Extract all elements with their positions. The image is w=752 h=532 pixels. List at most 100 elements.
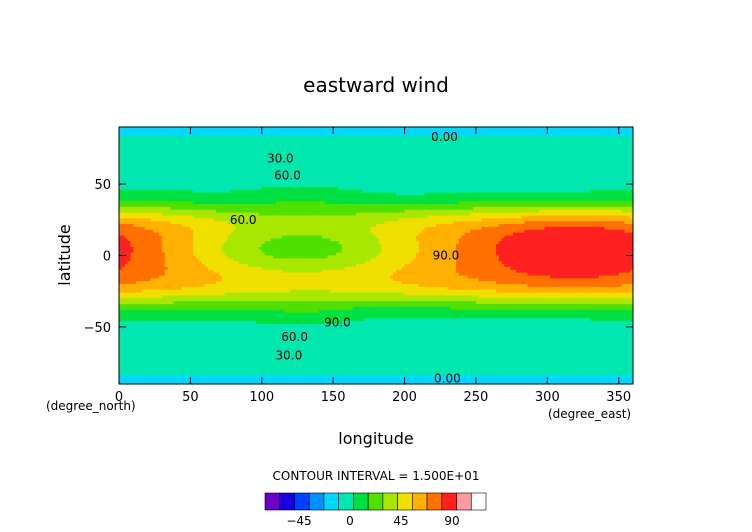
heatmap-cell	[415, 152, 420, 157]
heatmap-cell	[513, 152, 517, 157]
heatmap-cell	[153, 164, 157, 168]
heatmap-cell	[124, 141, 129, 145]
heatmap-cell	[581, 144, 586, 148]
heatmap-cell	[450, 138, 454, 142]
heatmap-cell	[404, 164, 409, 168]
heatmap-cell	[253, 155, 257, 160]
heatmap-cell	[141, 129, 146, 134]
heatmap-cell	[201, 155, 206, 160]
heatmap-cell	[227, 127, 231, 131]
heatmap-cell	[184, 164, 189, 168]
heatmap-cell	[216, 152, 220, 157]
heatmap-cell	[350, 132, 354, 137]
heatmap-cell	[244, 141, 249, 145]
heatmap-cell	[510, 129, 514, 134]
heatmap-cell	[327, 152, 331, 157]
heatmap-cell	[230, 161, 234, 165]
heatmap-cell	[218, 141, 223, 145]
heatmap-cell	[593, 152, 597, 157]
heatmap-cell	[353, 141, 357, 145]
heatmap-cell	[478, 149, 483, 154]
heatmap-cell	[413, 164, 417, 168]
heatmap-cell	[607, 127, 611, 131]
heatmap-cell	[538, 155, 543, 160]
heatmap-cell	[461, 155, 466, 160]
heatmap-cell	[573, 166, 577, 171]
heatmap-cell	[553, 149, 557, 154]
heatmap-cell	[461, 135, 466, 140]
heatmap-cell	[124, 144, 129, 148]
heatmap-cell	[370, 127, 374, 131]
heatmap-cell	[333, 141, 337, 145]
heatmap-cell	[301, 152, 306, 157]
heatmap-cell	[390, 127, 394, 131]
heatmap-cell	[621, 135, 626, 140]
heatmap-cell	[550, 138, 554, 142]
heatmap-cell	[298, 161, 303, 165]
heatmap-cell	[504, 138, 508, 142]
heatmap-cell	[290, 152, 294, 157]
heatmap-cell	[615, 146, 620, 151]
heatmap-cell	[296, 141, 300, 145]
heatmap-cell	[498, 144, 503, 148]
heatmap-cell	[130, 141, 134, 145]
heatmap-cell	[515, 169, 520, 174]
heatmap-cell	[301, 146, 306, 151]
heatmap-cell	[564, 149, 568, 154]
heatmap-cell	[230, 144, 234, 148]
heatmap-cell	[553, 144, 557, 148]
heatmap-cell	[324, 149, 329, 154]
heatmap-cell	[553, 132, 557, 137]
heatmap-cell	[621, 141, 626, 145]
heatmap-cell	[381, 129, 386, 134]
heatmap-cell	[136, 132, 140, 137]
heatmap-cell	[455, 152, 460, 157]
heatmap-cell	[310, 144, 314, 148]
heatmap-cell	[250, 166, 254, 171]
heatmap-cell	[595, 146, 600, 151]
heatmap-cell	[287, 127, 291, 131]
heatmap-cell	[618, 138, 623, 142]
heatmap-cell	[521, 166, 526, 171]
heatmap-cell	[298, 158, 303, 162]
heatmap-cell	[453, 138, 457, 142]
heatmap-cell	[304, 149, 309, 154]
heatmap-cell	[518, 164, 523, 168]
heatmap-cell	[204, 141, 209, 145]
heatmap-cell	[313, 129, 317, 134]
heatmap-cell	[298, 149, 303, 154]
heatmap-cell	[181, 141, 186, 145]
heatmap-cell	[233, 144, 237, 148]
heatmap-cell	[170, 135, 174, 140]
heatmap-cell	[390, 132, 394, 137]
heatmap-cell	[398, 138, 403, 142]
heatmap-cell	[527, 135, 531, 140]
heatmap-cell	[330, 144, 334, 148]
heatmap-cell	[467, 138, 471, 142]
heatmap-cell	[318, 144, 323, 148]
heatmap-cell	[521, 144, 526, 148]
heatmap-cell	[158, 166, 163, 171]
heatmap-cell	[570, 141, 574, 145]
heatmap-cell	[393, 127, 397, 131]
heatmap-cell	[410, 161, 414, 165]
heatmap-cell	[324, 152, 329, 157]
heatmap-cell	[224, 135, 229, 140]
heatmap-cell	[253, 164, 257, 168]
heatmap-cell	[595, 135, 600, 140]
heatmap-cell	[478, 164, 483, 168]
heatmap-cell	[138, 164, 143, 168]
heatmap-cell	[216, 164, 220, 168]
heatmap-cell	[233, 149, 237, 154]
heatmap-cell	[281, 146, 286, 151]
heatmap-cell	[595, 141, 600, 145]
heatmap-cell	[347, 166, 351, 171]
heatmap-cell	[435, 169, 440, 174]
heatmap-cell	[198, 144, 203, 148]
heatmap-cell	[281, 138, 286, 142]
heatmap-cell	[258, 164, 263, 168]
heatmap-cell	[224, 166, 229, 171]
heatmap-cell	[141, 155, 146, 160]
heatmap-cell	[164, 132, 169, 137]
